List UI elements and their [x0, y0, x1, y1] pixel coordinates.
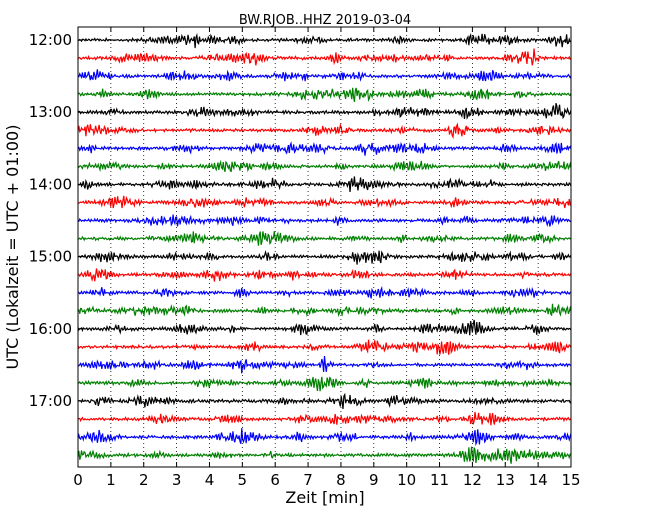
x-tick-label: 0 — [73, 471, 83, 489]
x-tick-label: 11 — [430, 471, 449, 489]
seismic-trace — [77, 411, 572, 426]
plot-frame — [77, 26, 572, 468]
seismic-trace — [77, 446, 572, 464]
x-tick-label: 14 — [529, 471, 548, 489]
x-tick-label: 2 — [139, 471, 149, 489]
seismic-trace — [77, 339, 572, 355]
y-tick-label: 13:00 — [29, 103, 72, 121]
y-axis-label: UTC (Lokalzeit = UTC + 01:00) — [3, 125, 22, 370]
seismic-trace — [77, 159, 572, 173]
seismic-trace — [77, 176, 572, 193]
seismic-trace — [77, 303, 572, 318]
x-axis-label: Zeit [min] — [285, 488, 364, 507]
seismic-trace — [77, 285, 572, 299]
x-tick-label: 8 — [336, 471, 346, 489]
x-tick-label: 15 — [561, 471, 580, 489]
y-tick-label: 15:00 — [29, 248, 72, 266]
seismic-trace — [77, 122, 572, 140]
grid-lines — [110, 27, 539, 467]
y-tick-label: 16:00 — [29, 320, 72, 338]
seismic-trace — [77, 87, 572, 102]
seismic-trace — [77, 141, 572, 156]
trace-group — [77, 32, 572, 464]
seismic-trace — [77, 355, 572, 374]
y-tick-label: 12:00 — [29, 31, 72, 49]
seismic-trace — [77, 195, 572, 209]
x-tick-label: 3 — [172, 471, 182, 489]
x-tick-label: 5 — [238, 471, 248, 489]
x-tick-label: 12 — [463, 471, 482, 489]
y-tick-label: 14:00 — [29, 175, 72, 193]
seismic-trace — [77, 32, 572, 49]
seismic-trace — [77, 376, 572, 392]
seismic-trace — [77, 250, 572, 265]
x-tick-label: 13 — [496, 471, 515, 489]
x-tick-label: 10 — [397, 471, 416, 489]
seismic-trace — [77, 48, 572, 66]
chart-title: BW.RJOB..HHZ 2019-03-04 — [239, 13, 411, 28]
seismic-trace — [77, 103, 572, 120]
x-tick-label: 4 — [205, 471, 215, 489]
y-axis-ticks: 12:00 13:00 14:00 15:00 16:00 17:00 — [29, 31, 83, 410]
x-tick-label: 1 — [106, 471, 116, 489]
x-tick-label: 7 — [303, 471, 313, 489]
seismic-trace — [77, 268, 572, 283]
seismic-trace — [77, 428, 572, 447]
seismic-trace — [77, 69, 572, 82]
x-tick-label: 9 — [369, 471, 379, 489]
seismic-trace — [77, 392, 572, 409]
seismic-trace — [77, 319, 572, 336]
x-tick-label: 6 — [270, 471, 280, 489]
y-tick-label: 17:00 — [29, 392, 72, 410]
x-axis-ticks: 0 1 2 3 4 5 6 7 8 9 10 11 12 13 14 15 — [73, 27, 581, 489]
seismic-trace — [77, 231, 572, 246]
seismic-trace — [77, 214, 572, 228]
